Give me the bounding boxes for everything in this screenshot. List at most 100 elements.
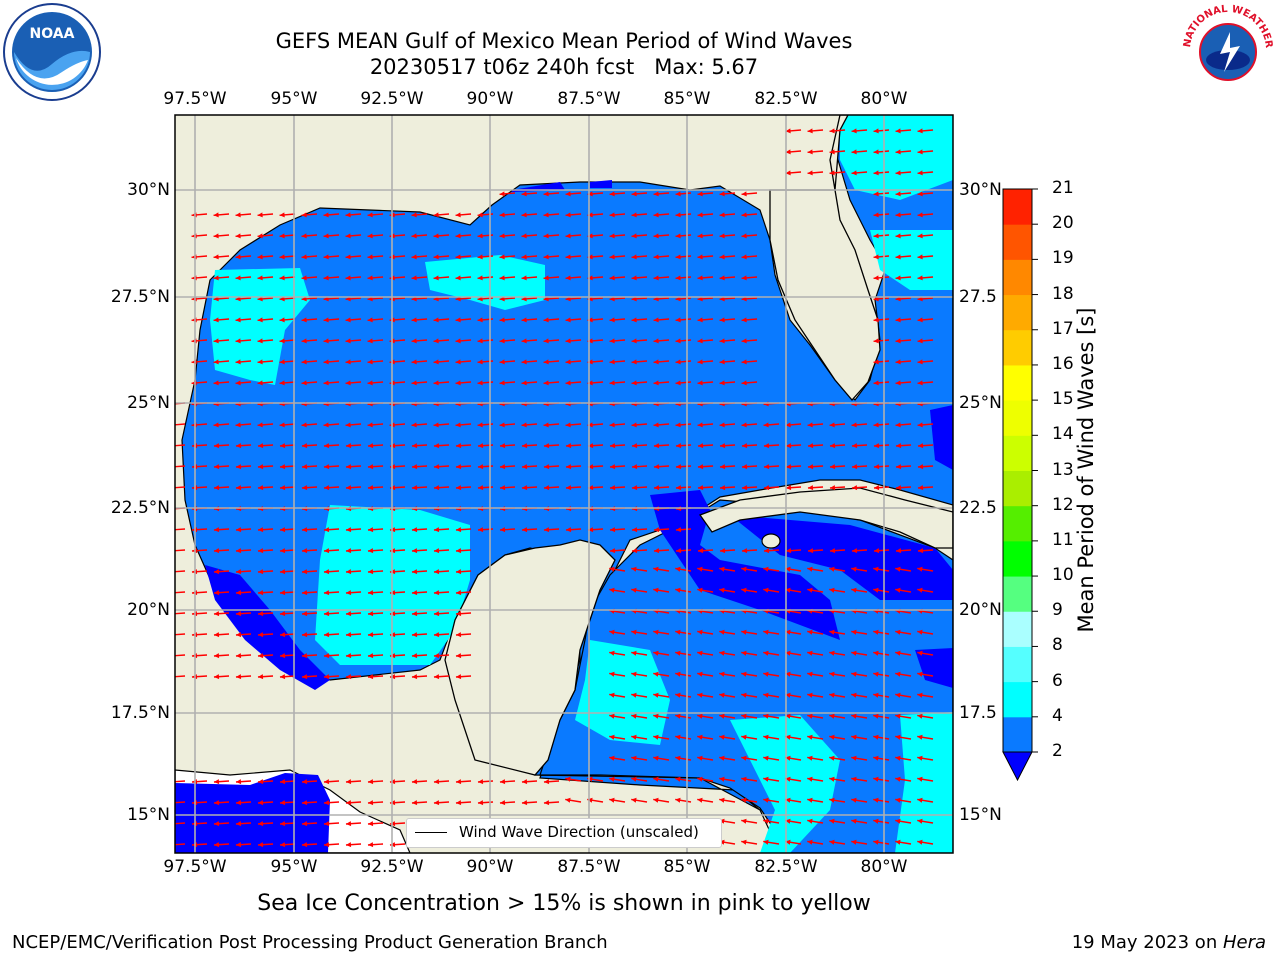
- wind-wave-arrow-head: [675, 671, 681, 677]
- wind-wave-arrow-head: [851, 692, 857, 698]
- wind-wave-arrow-head: [763, 734, 769, 740]
- wind-wave-arrow-head: [719, 485, 726, 491]
- wind-wave-arrow: [175, 591, 186, 594]
- wind-wave-arrow-head: [257, 464, 264, 470]
- wind-wave-arrow-head: [499, 191, 505, 197]
- wind-wave-arrow-head: [851, 713, 857, 719]
- wind-wave-arrow-head: [367, 842, 374, 848]
- wind-wave-arrow-head: [829, 464, 836, 470]
- wind-wave-arrow-head: [279, 527, 286, 533]
- wind-wave-arrow-head: [235, 653, 242, 659]
- wind-wave-arrow-head: [257, 254, 263, 260]
- wind-wave-arrow-head: [587, 797, 593, 803]
- legend-label: Wind Wave Direction (unscaled): [459, 823, 699, 841]
- wind-wave-arrow-head: [785, 692, 791, 698]
- wind-wave-arrow-head: [433, 233, 439, 239]
- wind-wave-arrow-head: [873, 464, 880, 470]
- wind-wave-arrow-head: [851, 170, 857, 176]
- wind-wave-arrow-head: [895, 692, 901, 698]
- lon-tick-bottom: 85°W: [663, 857, 711, 877]
- wind-wave-arrow-head: [433, 359, 439, 365]
- wind-wave-arrow: [175, 549, 186, 552]
- wind-wave-arrow-head: [697, 797, 703, 803]
- wind-wave-arrow-head: [785, 839, 791, 845]
- wind-wave-arrow-head: [609, 548, 616, 554]
- wind-wave-arrow-head: [873, 359, 879, 365]
- colorbar-segment: [1003, 716, 1032, 753]
- wind-wave-arrow-head: [543, 317, 549, 323]
- wind-wave-arrow-head: [917, 485, 924, 491]
- wind-wave-arrow-head: [631, 485, 638, 491]
- wind-wave-arrow-head: [741, 380, 747, 386]
- wind-wave-arrow-head: [345, 443, 352, 449]
- wind-wave-arrow-head: [631, 692, 637, 698]
- wind-wave-arrow-head: [367, 380, 373, 386]
- wind-wave-arrow-head: [213, 548, 220, 554]
- lat-tick-left: 15°N: [127, 805, 170, 825]
- wind-wave-arrow-head: [455, 275, 461, 281]
- wind-wave-arrow-head: [213, 653, 220, 659]
- wind-wave-arrow-head: [411, 359, 417, 365]
- wind-wave-arrow-head: [433, 380, 439, 386]
- wind-wave-arrow-head: [851, 149, 857, 155]
- wind-wave-arrow-head: [367, 548, 374, 554]
- wind-wave-arrow-head: [323, 359, 329, 365]
- wind-wave-arrow-head: [499, 254, 505, 260]
- wind-wave-arrow-head: [213, 275, 219, 281]
- wind-wave-arrow-head: [631, 422, 637, 428]
- wind-wave-arrow-head: [653, 464, 660, 470]
- low-period-zone-1: [205, 565, 330, 690]
- wind-wave-arrow-head: [609, 671, 615, 677]
- wind-wave-arrow-head: [411, 569, 418, 575]
- wind-wave-arrow-head: [609, 734, 615, 740]
- wind-wave-arrow-head: [499, 422, 505, 428]
- wind-wave-arrow-head: [609, 212, 615, 218]
- wind-wave-arrow-head: [829, 629, 835, 635]
- wind-wave-arrow-head: [917, 275, 923, 281]
- wind-wave-arrow-head: [873, 548, 880, 554]
- wind-wave-arrow-head: [697, 254, 703, 260]
- wind-wave-arrow-head: [719, 671, 725, 677]
- wind-wave-arrow-head: [477, 464, 484, 470]
- wind-wave-arrow-head: [565, 275, 571, 281]
- wind-wave-arrow-head: [763, 839, 769, 845]
- lat-tick-left: 27.5°N: [110, 287, 170, 307]
- wind-wave-arrow-head: [213, 338, 219, 344]
- wind-wave-arrow-head: [587, 254, 593, 260]
- wind-wave-arrow-head: [565, 359, 571, 365]
- wind-wave-arrow-head: [235, 233, 241, 239]
- wind-wave-arrow-head: [565, 191, 571, 197]
- wind-wave-arrow-head: [631, 629, 637, 635]
- wind-wave-arrow-head: [323, 800, 330, 806]
- wind-wave-arrow-head: [565, 464, 572, 470]
- wind-wave-arrow-head: [433, 800, 440, 806]
- wind-wave-arrow-head: [895, 776, 901, 782]
- wind-wave-arrow-head: [323, 674, 330, 680]
- wind-wave-arrow-head: [477, 779, 484, 785]
- wind-wave-arrow-head: [213, 527, 220, 533]
- wind-wave-arrow-head: [477, 443, 484, 449]
- wind-wave-arrow-head: [565, 317, 571, 323]
- wind-wave-arrow-head: [411, 527, 418, 533]
- wind-wave-arrow-head: [675, 380, 681, 386]
- wind-wave-arrow-head: [741, 587, 747, 593]
- wind-wave-arrow-head: [675, 650, 681, 656]
- wind-wave-arrow-head: [653, 422, 659, 428]
- wind-wave-arrow-head: [895, 275, 901, 281]
- low-period-zone-4: [930, 405, 953, 470]
- wind-wave-arrow-head: [873, 713, 879, 719]
- wind-wave-arrow-head: [807, 128, 813, 134]
- wind-wave-arrow-head: [521, 275, 527, 281]
- wind-wave-arrow-head: [257, 338, 263, 344]
- wind-wave-arrow-head: [807, 443, 814, 449]
- wind-wave-arrow-head: [279, 380, 285, 386]
- wind-wave-arrow-head: [653, 233, 659, 239]
- map-layers: [175, 115, 953, 853]
- lat-tick-right: 25°N: [959, 393, 1002, 413]
- cyan-zone-5: [840, 115, 953, 200]
- wind-wave-arrow-head: [807, 149, 813, 155]
- wind-wave-arrow-head: [697, 422, 703, 428]
- wind-wave-arrow-head: [829, 818, 835, 824]
- wind-wave-arrow-head: [697, 338, 703, 344]
- wind-wave-arrow-head: [521, 464, 528, 470]
